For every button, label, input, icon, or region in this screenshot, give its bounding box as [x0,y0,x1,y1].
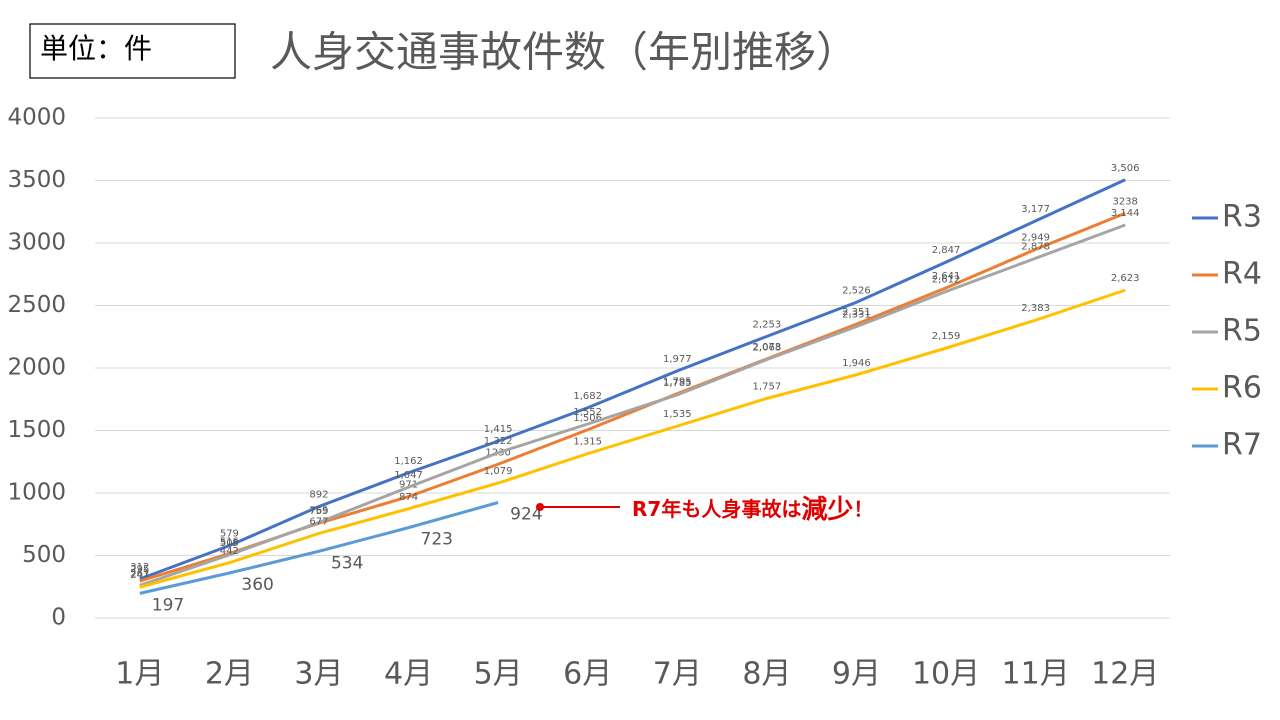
data-label: 723 [421,530,453,550]
data-label: 3,506 [1111,163,1140,174]
data-label: 892 [309,490,328,501]
data-label: 2,159 [932,331,961,342]
data-label: 295 [130,564,149,575]
x-tick-label: 7月 [653,657,702,692]
chart-title: 人身交通事故件数（年別推移） [270,28,858,77]
x-tick-label: 11月 [1002,657,1070,692]
legend-label: R3 [1222,200,1262,235]
y-tick-label: 2500 [7,292,66,318]
data-label: 1,535 [663,409,692,420]
data-label: 534 [331,553,363,573]
data-label: 3,144 [1111,208,1140,219]
y-tick-label: 500 [22,542,66,568]
data-label: 2,949 [1021,232,1050,243]
data-label: 579 [220,529,239,540]
data-label: 924 [510,505,542,525]
data-label: 1,946 [842,358,871,369]
data-label: 759 [309,506,328,517]
data-label: 677 [309,516,328,527]
data-label: 1,079 [484,466,513,477]
y-tick-label: 2000 [7,355,66,381]
series-line [139,223,1126,587]
x-tick-label: 4月 [384,657,433,692]
data-label: 442 [220,546,239,557]
data-label: 971 [399,480,418,491]
data-label: 1,415 [484,424,513,435]
data-label: 1,795 [663,377,692,388]
data-label: 2,526 [842,285,871,296]
legend-label: R7 [1222,428,1262,463]
data-label: 312 [130,562,149,573]
data-label: 2,641 [932,271,961,282]
series-line [139,288,1126,589]
data-label: 1,977 [663,354,692,365]
data-label: 1,682 [573,391,602,402]
data-label: 2,253 [753,319,782,330]
annotation: R7年も人身事故は減少！ [632,495,873,525]
x-tick-label: 5月 [474,657,523,692]
series-line [139,211,1126,583]
x-tick-label: 6月 [563,657,612,692]
y-tick-label: 3000 [7,230,66,256]
data-label: 2,068 [753,343,782,354]
x-tick-label: 2月 [205,657,254,692]
x-tick-label: 10月 [912,657,980,692]
data-label: 3,177 [1021,204,1050,215]
x-tick-label: 3月 [294,657,343,692]
data-label: 1,322 [484,436,513,447]
y-tick-label: 4000 [7,105,66,131]
data-label: 261 [130,568,149,579]
y-tick-label: 1000 [7,480,66,506]
data-label: 1,315 [573,437,602,448]
unit-label: 単位：件 [40,32,152,65]
data-label: 2,612 [932,275,961,286]
data-label: 2,073 [753,342,782,353]
data-label: 1,506 [573,413,602,424]
data-label: 1,757 [753,381,782,392]
x-tick-label: 1月 [115,657,164,692]
data-label: 874 [399,492,418,503]
annotation-part: R7年も人身事故は [632,497,801,521]
data-label: 765 [309,505,328,516]
unit-box [29,23,236,79]
data-label: 1,047 [394,470,423,481]
x-tick-label: 9月 [832,657,881,692]
legend-label: R6 [1222,371,1262,406]
data-label: 1,552 [573,407,602,418]
data-label: 2,351 [842,307,871,318]
data-label: 2,383 [1021,303,1050,314]
series-line [139,501,499,595]
data-label: 3238 [1112,196,1137,207]
data-label: 1,162 [394,456,423,467]
data-label: 197 [152,595,184,615]
annotation-part: 減少 [801,495,853,525]
data-label: 1,785 [663,378,692,389]
data-label: 516 [220,537,239,548]
x-tick-label: 8月 [742,657,791,692]
annotation-part: ！ [853,497,873,521]
data-label: 360 [241,575,273,595]
data-label: 2,847 [932,245,961,256]
legend-label: R4 [1222,257,1262,292]
y-tick-label: 1500 [7,417,66,443]
data-label: 247 [130,570,149,581]
data-label: 2,878 [1021,241,1050,252]
legend-label: R5 [1222,314,1262,349]
x-tick-label: 12月 [1091,657,1159,692]
y-tick-label: 0 [51,605,66,631]
data-label: 2,623 [1111,273,1140,284]
data-label: 505 [220,538,239,549]
data-label: 2,331 [842,310,871,321]
series-line [139,178,1126,581]
y-tick-label: 3500 [7,167,66,193]
